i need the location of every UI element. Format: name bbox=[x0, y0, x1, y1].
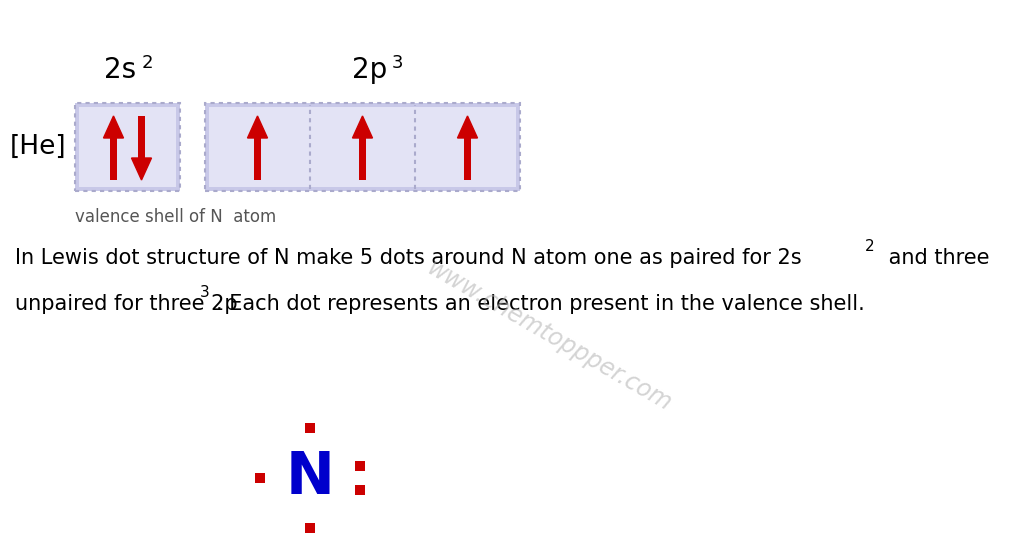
Text: [He]: [He] bbox=[9, 134, 67, 160]
Bar bbox=[359, 138, 366, 180]
Polygon shape bbox=[103, 116, 124, 138]
Bar bbox=[138, 116, 144, 158]
Text: 3: 3 bbox=[392, 54, 403, 72]
Text: 2s: 2s bbox=[104, 56, 136, 84]
Text: 2p: 2p bbox=[352, 56, 388, 84]
Text: 2: 2 bbox=[865, 239, 874, 254]
Text: and three: and three bbox=[882, 248, 989, 268]
Polygon shape bbox=[131, 158, 152, 180]
Text: www.chemtoppper.com: www.chemtoppper.com bbox=[423, 256, 677, 416]
Text: In Lewis dot structure of N make 5 dots around N atom one as paired for 2s: In Lewis dot structure of N make 5 dots … bbox=[15, 248, 802, 268]
Text: unpaired for three 2p: unpaired for three 2p bbox=[15, 294, 238, 314]
Polygon shape bbox=[248, 116, 267, 138]
Bar bbox=[205, 103, 520, 191]
Text: . Each dot represents an electron present in the valence shell.: . Each dot represents an electron presen… bbox=[216, 294, 864, 314]
Bar bbox=[209, 107, 516, 187]
Bar bbox=[79, 107, 176, 187]
Text: 3: 3 bbox=[200, 285, 210, 300]
Text: 2: 2 bbox=[142, 54, 154, 72]
Bar bbox=[464, 138, 471, 180]
Bar bbox=[254, 138, 261, 180]
Bar bbox=[75, 103, 180, 191]
Bar bbox=[111, 138, 117, 180]
Text: N: N bbox=[286, 449, 335, 507]
Polygon shape bbox=[458, 116, 477, 138]
Polygon shape bbox=[352, 116, 373, 138]
Text: valence shell of N  atom: valence shell of N atom bbox=[75, 208, 276, 226]
